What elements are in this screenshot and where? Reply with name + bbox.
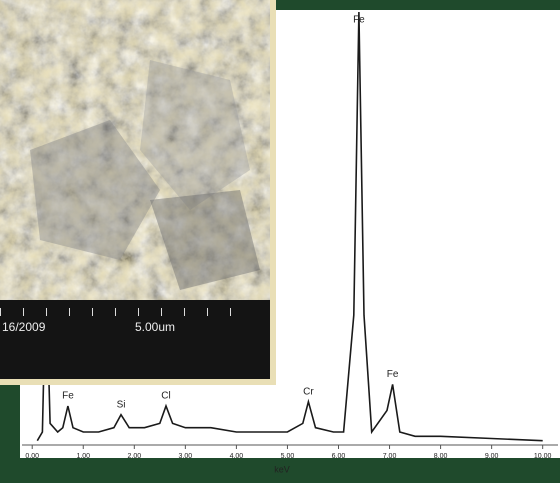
x-tick-label: 9.00	[485, 453, 499, 460]
x-tick-label: 0.00	[25, 453, 39, 460]
peak-label: Cr	[303, 386, 314, 397]
inset-date: 16/2009	[2, 320, 46, 334]
peak-label: Fe	[353, 15, 365, 26]
info-bar	[0, 300, 270, 379]
peak-label: Fe	[387, 369, 399, 380]
x-tick-label: 4.00	[230, 453, 244, 460]
peak-label: Si	[117, 399, 126, 410]
x-tick-label: 1.00	[76, 453, 90, 460]
x-tick-label: 10.00	[534, 453, 552, 460]
x-tick-label: 5.00	[281, 453, 295, 460]
x-tick-label: 6.00	[332, 453, 346, 460]
peak-label: Cl	[161, 391, 170, 402]
x-tick-label: 2.00	[127, 453, 141, 460]
sem-inset: 16/2009 5.00um	[0, 0, 276, 385]
x-axis-label: keV	[274, 464, 290, 474]
x-tick-label: 7.00	[383, 453, 397, 460]
x-tick-label: 3.00	[179, 453, 193, 460]
inset-scale: 5.00um	[135, 320, 175, 334]
chart: keV 0.00 1.00 2.00 3.00 4.00 5.00 6.00 7.00 8.00…	[0, 0, 560, 483]
peak-label: Fe	[62, 391, 74, 402]
x-tick-label: 8.00	[434, 453, 448, 460]
